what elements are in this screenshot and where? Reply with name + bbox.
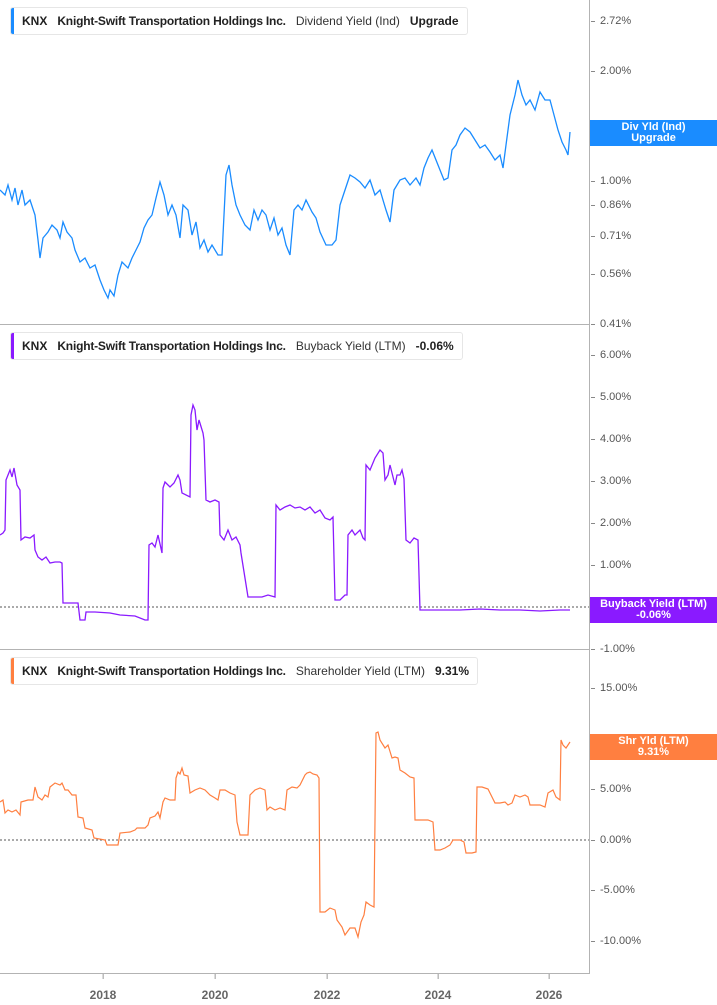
y-tick: 5.00% [590,783,632,795]
tag-value: Upgrade [631,132,676,144]
tag-label: Buyback Yield (LTM) [600,598,707,610]
dividend-yield-line-chart [0,79,571,300]
legend-color-bar [11,8,14,34]
y-tick: 1.00% [590,175,632,187]
y-tick: 5.00% [590,391,632,403]
y-tick: 0.86% [590,199,632,211]
y-tick: 2.72% [590,15,632,27]
shareholder-yield-line-chart [0,731,590,940]
y-tick: 6.00% [590,349,632,361]
y-tick: 1.00% [590,559,632,571]
dividend-yield-series [0,79,571,300]
legend-ticker: KNX [22,14,48,28]
x-axis-line [0,973,590,974]
y-tick: 3.00% [590,475,632,487]
legend-value[interactable]: Upgrade [409,14,459,28]
y-tick: 0.56% [590,268,632,280]
y-tick: 15.00% [590,682,638,694]
legend-metric: Shareholder Yield (LTM) [295,664,425,678]
panel-divider [0,649,590,650]
shareholder-yield-value-tag: Shr Yld (LTM) 9.31% [590,734,717,760]
x-tick: 2024 [424,974,452,1002]
legend-company: Knight-Swift Transportation Holdings Inc… [57,339,286,353]
dividend-yield-legend: KNX Knight-Swift Transportation Holdings… [10,7,468,35]
panel-divider [0,324,590,325]
y-tick: -1.00% [591,643,635,655]
legend-value: 9.31% [434,664,470,678]
buyback-yield-legend: KNX Knight-Swift Transportation Holdings… [10,332,463,360]
y-tick: -5.00% [591,884,635,896]
buyback-yield-value-tag: Buyback Yield (LTM) -0.06% [590,597,717,623]
y-tick: 0.71% [590,230,632,242]
y-tick: 0.41% [590,318,632,330]
legend-ticker: KNX [22,664,48,678]
legend-value: -0.06% [415,339,454,353]
tag-label: Div Yld (Ind) [621,121,686,133]
tag-label: Shr Yld (LTM) [618,735,689,747]
legend-company: Knight-Swift Transportation Holdings Inc… [57,664,286,678]
x-tick: 2022 [313,974,341,1002]
x-tick: 2020 [201,974,229,1002]
shareholder-yield-panel: KNX Knight-Swift Transportation Holdings… [0,650,717,973]
tag-value: -0.06% [636,609,671,621]
x-tick: 2026 [535,974,563,1002]
legend-metric: Dividend Yield (Ind) [295,14,400,28]
buyback-yield-line-chart [0,402,590,621]
y-tick: -10.00% [591,935,641,947]
legend-ticker: KNX [22,339,48,353]
y-tick: 4.00% [590,433,632,445]
y-axis-line [589,0,590,973]
legend-company: Knight-Swift Transportation Holdings Inc… [57,14,286,28]
legend-metric: Buyback Yield (LTM) [295,339,406,353]
legend-color-bar [11,658,14,684]
y-tick: 2.00% [590,65,632,77]
y-tick: 2.00% [590,517,632,529]
shareholder-yield-legend: KNX Knight-Swift Transportation Holdings… [10,657,479,685]
y-tick: 0.00% [590,834,632,846]
dividend-yield-value-tag: Div Yld (Ind) Upgrade [590,120,717,146]
buyback-yield-panel: KNX Knight-Swift Transportation Holdings… [0,325,717,650]
tag-value: 9.31% [637,746,670,758]
legend-color-bar [11,333,14,359]
x-tick: 2018 [89,974,117,1002]
shareholder-yield-series [0,731,571,940]
dividend-yield-panel: KNX Knight-Swift Transportation Holdings… [0,0,717,325]
buyback-yield-series [0,402,570,621]
